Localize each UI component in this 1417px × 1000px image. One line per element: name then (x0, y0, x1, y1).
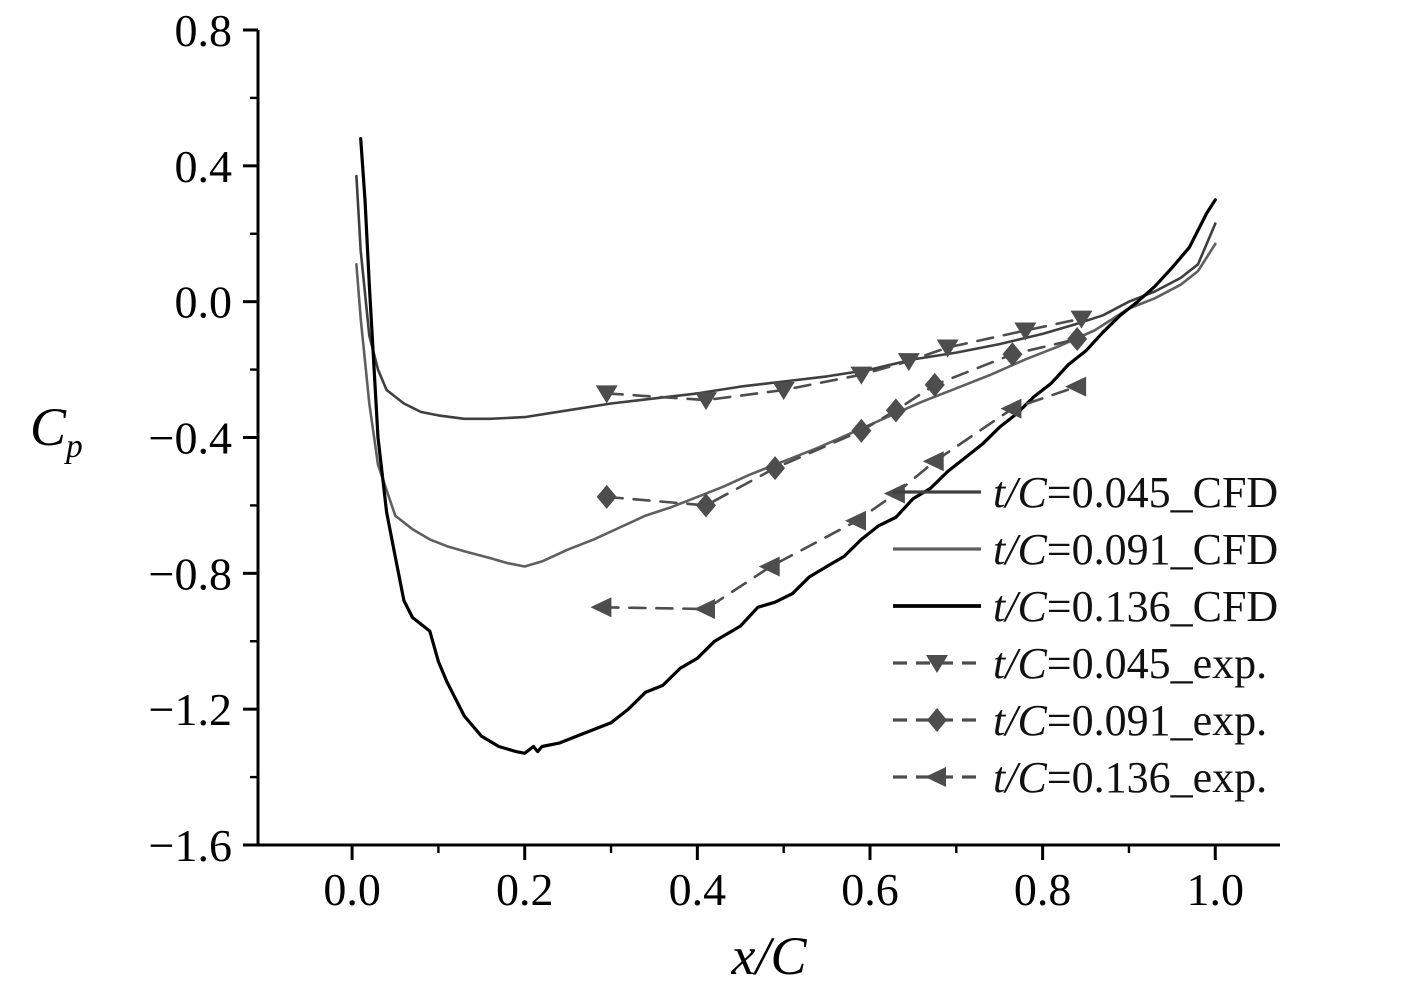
triangle-left-marker (1000, 398, 1022, 419)
y-tick-label: −0.8 (149, 548, 232, 599)
series-line (605, 337, 1079, 507)
legend-entry: t/C=0.045_CFD (893, 468, 1278, 517)
legend-label: t/C=0.045_CFD (993, 468, 1278, 517)
triangle-down-marker (936, 339, 959, 358)
y-axis-label-sub: p (66, 427, 83, 465)
y-tick-label: −1.6 (149, 820, 232, 871)
x-tick-label: 0.8 (1014, 864, 1072, 915)
legend-entry: t/C=0.136_exp. (893, 753, 1267, 802)
triangle-down-marker (897, 353, 920, 372)
y-tick-label: 0.0 (175, 277, 233, 328)
y-tick-label: 0.8 (175, 5, 233, 56)
triangle-down-marker (1014, 322, 1037, 341)
diamond-marker (1067, 327, 1088, 352)
legend-label: t/C=0.136_exp. (993, 753, 1267, 802)
axes: 0.0 0.2 0.4 0.6 0.8 1.0 0.8 0.4 0.0 −0.4 −0.8 −1.2 −… (149, 5, 1280, 915)
legend-label: t/C=0.136_CFD (993, 582, 1278, 631)
legend-entry: t/C=0.091_CFD (893, 525, 1278, 574)
series-experiment (595, 310, 1093, 411)
series-cfd-line (355, 242, 1217, 568)
series-line (605, 317, 1083, 402)
legend-label: t/C=0.091_CFD (993, 525, 1278, 574)
x-tick-label: 0.0 (323, 864, 381, 915)
series-line (601, 385, 1079, 611)
triangle-left-marker (693, 598, 715, 619)
triangle-left-marker (845, 510, 867, 531)
diamond-marker (885, 398, 906, 423)
x-tick-label: 0.2 (496, 864, 554, 915)
series-line (355, 242, 1217, 568)
triangle-down-marker (1070, 310, 1093, 329)
diamond-marker (695, 493, 716, 518)
x-tick-label: 0.6 (841, 864, 899, 915)
series-line (355, 174, 1217, 421)
diamond-marker (1002, 342, 1023, 367)
triangle-down-marker (694, 392, 717, 411)
diamond-marker (851, 418, 872, 443)
triangle-down-marker (926, 655, 948, 673)
triangle-left-marker (1065, 376, 1087, 397)
diamond-marker (924, 372, 945, 397)
triangle-left-marker (590, 597, 612, 618)
triangle-down-marker (772, 381, 795, 400)
diamond-marker (927, 708, 947, 732)
diamond-marker (596, 484, 617, 509)
triangle-left-marker (922, 451, 944, 472)
legend-label: t/C=0.045_exp. (993, 639, 1267, 688)
triangle-down-marker (850, 366, 873, 385)
series-experiment (596, 327, 1088, 518)
series-cfd-line (359, 137, 1217, 755)
y-tick-label: −1.2 (149, 684, 232, 735)
y-tick-label: −0.4 (149, 413, 232, 464)
legend-entry: t/C=0.045_exp. (893, 639, 1267, 688)
x-tick-label: 1.0 (1187, 864, 1245, 915)
triangle-left-marker (758, 556, 780, 577)
y-tick-label: 0.4 (175, 141, 233, 192)
legend-entry: t/C=0.091_exp. (893, 696, 1267, 745)
y-axis-label-main: C (30, 397, 67, 457)
x-tick-label: 0.4 (669, 864, 727, 915)
legend-label: t/C=0.091_exp. (993, 696, 1267, 745)
triangle-down-marker (595, 385, 618, 404)
y-axis-label: Cp (30, 396, 83, 466)
legend: t/C=0.045_CFD t/C=0.091_CFD t/C=0.136_CFDt… (893, 468, 1278, 802)
legend-entry: t/C=0.136_CFD (893, 582, 1278, 631)
x-axis-label: x/C (731, 926, 807, 986)
diamond-marker (765, 456, 786, 481)
series-line (359, 137, 1217, 755)
series-cfd-line (355, 174, 1217, 421)
triangle-left-marker (925, 767, 946, 787)
